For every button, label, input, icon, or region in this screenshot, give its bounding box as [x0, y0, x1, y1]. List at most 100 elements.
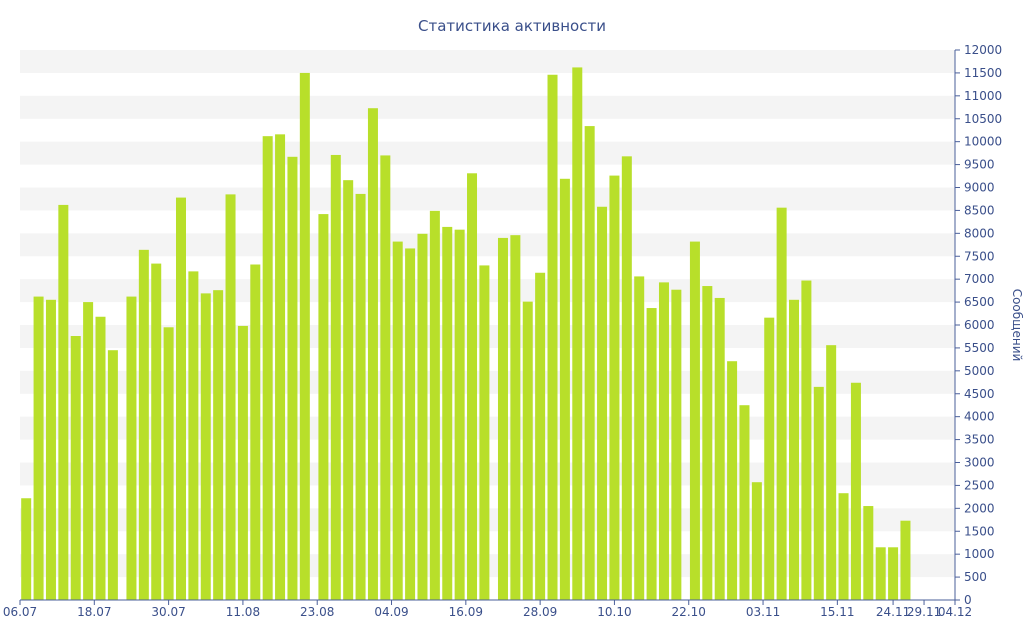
bar[interactable]	[646, 308, 657, 600]
bar[interactable]	[107, 350, 118, 600]
bar[interactable]	[454, 229, 465, 600]
bar[interactable]	[801, 280, 812, 600]
bar[interactable]	[658, 282, 669, 600]
bar[interactable]	[250, 264, 261, 601]
bar[interactable]	[442, 226, 453, 600]
y-tick-label: 9000	[964, 181, 995, 195]
bar[interactable]	[863, 506, 874, 600]
grid-band	[20, 187, 955, 211]
bar[interactable]	[355, 193, 366, 600]
y-tick-label: 10000	[964, 135, 1002, 149]
bar[interactable]	[838, 493, 849, 600]
bar[interactable]	[367, 108, 378, 600]
y-tick-label: 5500	[964, 341, 995, 355]
bar[interactable]	[764, 317, 775, 600]
y-tick-label: 8000	[964, 226, 995, 240]
bar[interactable]	[200, 293, 211, 600]
y-tick-label: 2000	[964, 501, 995, 515]
bar[interactable]	[45, 299, 56, 600]
bar[interactable]	[584, 126, 595, 600]
bar[interactable]	[522, 301, 533, 600]
bar[interactable]	[776, 207, 787, 600]
bar[interactable]	[547, 74, 558, 600]
bar[interactable]	[671, 289, 682, 600]
bar[interactable]	[213, 290, 224, 600]
bar[interactable]	[330, 154, 341, 601]
y-tick-label: 0	[964, 593, 972, 607]
bar[interactable]	[163, 327, 174, 600]
bar[interactable]	[405, 248, 416, 601]
bar[interactable]	[287, 156, 298, 600]
bar[interactable]	[751, 482, 762, 600]
x-tick-label: 29.11	[907, 605, 941, 619]
y-tick-label: 8500	[964, 203, 995, 217]
bar[interactable]	[789, 299, 800, 600]
bar[interactable]	[58, 204, 69, 600]
bar[interactable]	[850, 382, 861, 600]
bar[interactable]	[175, 197, 186, 601]
x-ticks: 06.07 18.07 30.07 11.08 23.08 04.09 16.09 28.09…	[3, 600, 972, 619]
bar[interactable]	[188, 271, 199, 600]
x-tick-label: 30.07	[151, 605, 185, 619]
bar[interactable]	[535, 272, 546, 600]
bar[interactable]	[609, 175, 620, 601]
bar[interactable]	[467, 173, 478, 600]
bar[interactable]	[318, 214, 329, 601]
y-tick-label: 1000	[964, 547, 995, 561]
x-tick-label: 22.10	[672, 605, 706, 619]
y-axis-label: Сообщений	[1010, 289, 1024, 362]
bar[interactable]	[95, 316, 106, 600]
bar[interactable]	[225, 194, 236, 600]
bar[interactable]	[559, 178, 570, 600]
bar[interactable]	[510, 235, 521, 600]
x-tick-label: 18.07	[77, 605, 111, 619]
chart-title: Статистика активности	[418, 17, 606, 35]
y-tick-label: 6500	[964, 295, 995, 309]
bar[interactable]	[621, 156, 632, 601]
bar[interactable]	[262, 136, 273, 600]
bar[interactable]	[343, 180, 354, 600]
y-tick-label: 12000	[964, 43, 1002, 57]
bar[interactable]	[689, 241, 700, 601]
bar[interactable]	[888, 547, 899, 600]
bar[interactable]	[479, 265, 490, 600]
grid-band	[20, 50, 955, 73]
bar[interactable]	[70, 336, 81, 600]
x-tick-label: 10.10	[597, 605, 631, 619]
y-tick-label: 500	[964, 570, 987, 584]
y-tick-label: 5000	[964, 364, 995, 378]
grid-band	[20, 141, 955, 165]
bar[interactable]	[299, 72, 310, 600]
y-tick-label: 6000	[964, 318, 995, 332]
bar[interactable]	[138, 249, 149, 601]
bar[interactable]	[727, 361, 738, 600]
bar[interactable]	[21, 498, 32, 600]
y-tick-label: 4000	[964, 410, 995, 424]
bar[interactable]	[497, 237, 508, 600]
bar[interactable]	[33, 296, 44, 600]
bar[interactable]	[702, 286, 713, 600]
bar[interactable]	[275, 134, 286, 601]
bar[interactable]	[380, 155, 391, 600]
bar[interactable]	[572, 67, 583, 600]
bar[interactable]	[429, 210, 440, 600]
bar[interactable]	[634, 276, 645, 600]
bar[interactable]	[826, 345, 837, 600]
x-tick-label: 16.09	[449, 605, 483, 619]
x-tick-label: 23.08	[300, 605, 334, 619]
bar[interactable]	[126, 296, 137, 600]
bar[interactable]	[597, 206, 608, 600]
bar[interactable]	[392, 241, 403, 601]
bar[interactable]	[813, 386, 824, 600]
bar[interactable]	[237, 325, 248, 600]
bar[interactable]	[875, 547, 886, 600]
bar[interactable]	[739, 405, 750, 600]
bar[interactable]	[151, 263, 162, 600]
bar[interactable]	[417, 233, 428, 600]
x-tick-label: 11.08	[226, 605, 260, 619]
y-tick-label: 10500	[964, 112, 1002, 126]
bar[interactable]	[900, 520, 911, 600]
bar[interactable]	[83, 302, 94, 600]
bar[interactable]	[714, 297, 725, 600]
